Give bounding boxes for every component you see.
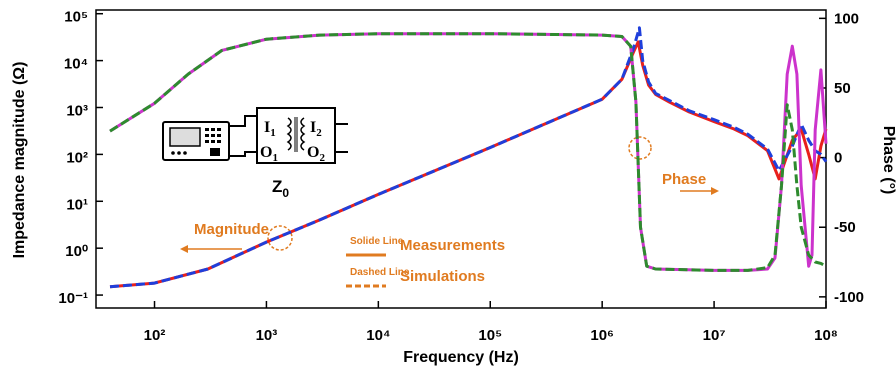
x-tick-label: 10⁴ (366, 327, 390, 344)
y-tick-label: 10¹ (66, 196, 88, 213)
port-label-main: O (260, 144, 272, 161)
magnitude-arrow (180, 245, 242, 253)
x-tick-label: 10⁶ (590, 327, 614, 344)
plot-frame (95, 9, 827, 309)
y2-tick-label: 0 (834, 150, 842, 167)
circuit-labels: I1 I2 O1 O2 (260, 119, 325, 164)
legend-sample-label: Solide Line (350, 236, 404, 247)
port-label: O2 (307, 144, 325, 164)
phase-arrow (680, 187, 719, 195)
circuit-diagram (162, 107, 348, 164)
magnitude-annotation: Magnitude (194, 221, 269, 238)
port-label-main: O (307, 144, 319, 161)
port-label-main: I (264, 119, 270, 136)
series-line (109, 26, 828, 289)
port-label-sub: 1 (270, 127, 276, 139)
legend-label: Measurements (400, 237, 505, 254)
x-axis-label: Frequency (Hz) (403, 349, 519, 366)
impedance-main: Z (272, 177, 282, 196)
y-axis-label: Impedance magnitude (Ω) (11, 62, 28, 259)
port-label: O1 (260, 144, 278, 164)
port-label-sub: 1 (272, 152, 278, 164)
port-label-sub: 2 (316, 127, 322, 139)
y-tick-label: 10⁰ (65, 243, 88, 260)
port-label-sub: 2 (319, 152, 325, 164)
port-label-main: I (310, 119, 316, 136)
port-label: I2 (310, 119, 322, 139)
series-line (109, 32, 827, 272)
y-tick-label: 10³ (66, 102, 88, 119)
impedance-sub: 0 (282, 186, 289, 200)
x-tick-label: 10³ (256, 327, 278, 344)
x-tick-label: 10⁸ (814, 327, 838, 344)
x-tick-label: 10⁵ (478, 327, 502, 344)
x-tick-label: 10² (144, 327, 166, 344)
y2-tick-label: 50 (834, 80, 851, 97)
y-tick-label: 10² (66, 149, 88, 166)
y2-axis-label: Phase (°) (880, 126, 896, 195)
y2-tick-label: 100 (834, 10, 859, 27)
phase-annotation: Phase (662, 171, 706, 188)
phase-marker (628, 136, 652, 160)
y-tick-label: 10⁵ (64, 9, 88, 26)
legend-sample-label: Dashed Line (350, 267, 410, 278)
y-tick-label: 10⁻¹ (58, 290, 88, 307)
port-label: I1 (264, 119, 276, 139)
y2-tick-label: -50 (834, 219, 856, 236)
magnitude-marker (267, 225, 293, 251)
impedance-label: Z0 (272, 177, 289, 200)
x-tick-label: 10⁷ (703, 327, 726, 344)
legend-label: Simulations (400, 268, 485, 285)
y-tick-label: 10⁴ (64, 56, 88, 73)
y2-tick-label: -100 (834, 289, 864, 306)
